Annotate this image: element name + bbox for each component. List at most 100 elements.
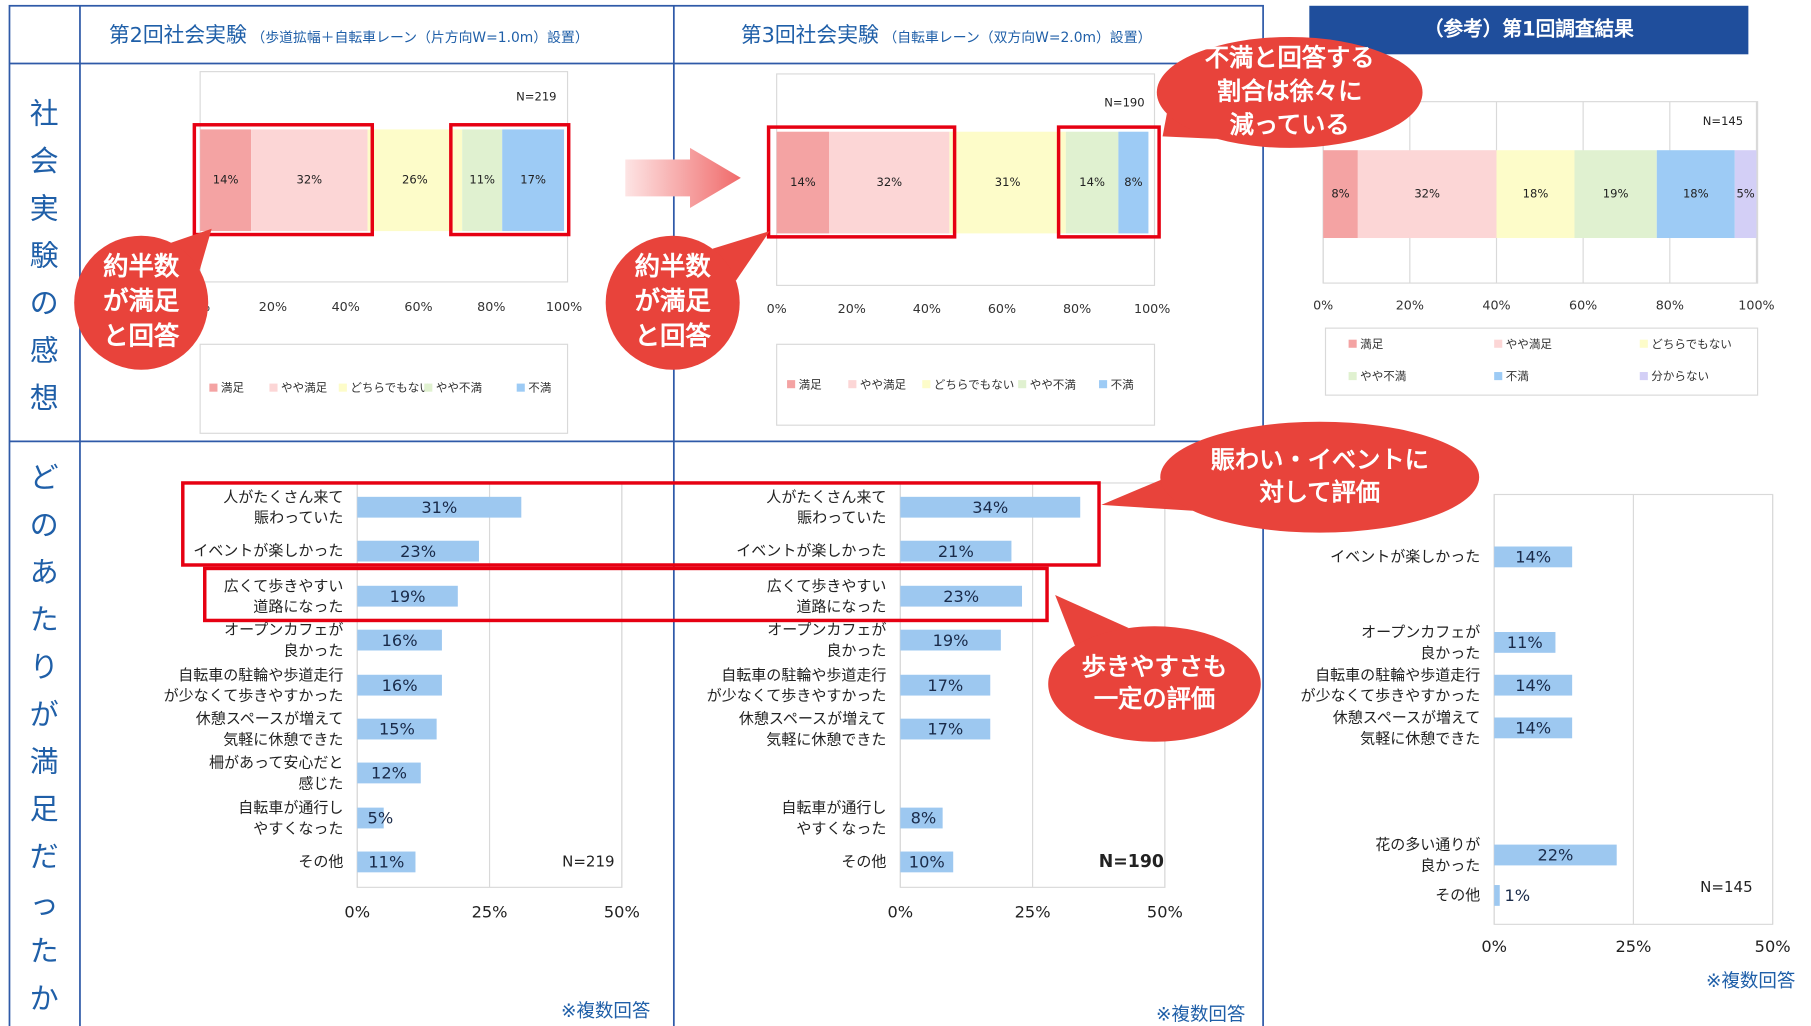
value-label: 31% [995, 175, 1021, 189]
value-label: 10% [909, 853, 945, 872]
value-label: 21% [938, 542, 974, 561]
legend-label: やや満足 [860, 377, 907, 391]
value-label: 31% [421, 498, 457, 517]
legend-box [199, 343, 569, 434]
legend-label: やや不満 [1030, 377, 1077, 391]
reference-title: （参考）第1回調査結果 [1424, 18, 1634, 41]
bar-segment [949, 131, 1066, 234]
column-title: 第3回社会実験 [741, 23, 879, 47]
bar [357, 674, 442, 696]
highlight-box [766, 125, 957, 239]
value-label: 5% [1736, 187, 1754, 201]
bar [357, 585, 458, 607]
bar-segment [251, 129, 368, 232]
x-tick-label: 60% [404, 299, 432, 314]
value-label: 14% [1515, 548, 1551, 567]
legend-swatch [424, 383, 433, 392]
legend-label: 不満 [1111, 377, 1135, 391]
category-label: 休憩スペースが増えて気軽に休憩できた [739, 709, 887, 748]
legend-swatch [1099, 380, 1108, 389]
value-label: 18% [1683, 187, 1709, 201]
value-label: 17% [927, 676, 963, 695]
value-label: 32% [296, 173, 322, 187]
x-tick-label: 80% [1063, 301, 1091, 316]
bar [900, 629, 1001, 651]
bar [357, 807, 384, 829]
annotation: N=145 [1700, 878, 1752, 896]
annotation: N=219 [516, 90, 556, 104]
value-label: 8% [911, 809, 937, 828]
bar [1494, 717, 1573, 739]
column-subtitle: （歩道拡幅＋自転車レーン（片方向W=1.0m）設置） [251, 29, 588, 46]
legend-label: やや満足 [1506, 337, 1553, 351]
bar-segment [1734, 150, 1757, 239]
legend-swatch [1639, 339, 1648, 348]
category-label: 自転車の駐輪や歩道走行が少なくて歩きやすかった [164, 665, 344, 704]
x-tick-label: 20% [259, 299, 287, 314]
callout-text: 不満と回答する割合は徐々に減っている [1205, 43, 1375, 139]
highlight-box [203, 566, 1049, 623]
value-label: 14% [213, 173, 239, 187]
highlight-box [1056, 125, 1161, 239]
legend-swatch [269, 383, 278, 392]
bar [900, 585, 1023, 607]
category-label: オープンカフェが良かった [767, 620, 886, 659]
x-tick-label: 0% [1481, 937, 1507, 956]
value-label: 17% [927, 720, 963, 739]
x-tick-label: 0% [767, 301, 787, 316]
category-label: 広くて歩きやすい道路になった [224, 576, 344, 615]
highlight-box [181, 481, 1101, 567]
category-label: 人がたくさん来て賑わっていた [223, 487, 343, 526]
reference-header-box [1309, 5, 1749, 55]
bar-segment [502, 129, 565, 232]
annotation: N=219 [562, 852, 614, 870]
legend-label: どちらでもない [934, 377, 1014, 391]
column-title: 第2回社会実験 [109, 23, 247, 47]
legend-swatch [516, 383, 525, 392]
category-label: 自転車の駐輪や歩道走行が少なくて歩きやすかった [707, 665, 887, 704]
bar [357, 629, 442, 651]
value-label: 5% [368, 809, 394, 828]
callout-bubble [1156, 36, 1423, 148]
legend-label: 分からない [1651, 369, 1709, 383]
callout-bubble [1160, 421, 1480, 533]
category-label: オープンカフェが良かった [224, 620, 343, 659]
legend-swatch [1639, 372, 1648, 381]
callout-text: 賑わい・イベントに対して評価 [1211, 445, 1429, 506]
legend-label: どちらでもない [350, 381, 430, 395]
legend-swatch [338, 383, 347, 392]
bar-segment [1065, 131, 1119, 234]
legend-label: 満足 [1360, 337, 1384, 351]
x-tick-label: 100% [1738, 298, 1774, 313]
bar-segment [829, 131, 950, 234]
category-label: その他 [1435, 886, 1480, 904]
bar-segment [1656, 150, 1735, 239]
bar [357, 718, 437, 740]
bar-segment [1323, 150, 1358, 239]
x-tick-label: 0% [887, 902, 913, 921]
annotation: N=145 [1703, 114, 1743, 128]
legend-swatch [1494, 372, 1503, 381]
category-label: イベントが楽しかった [1330, 547, 1480, 565]
legend-box [1324, 327, 1759, 396]
legend-swatch [1018, 380, 1027, 389]
legend-swatch [787, 380, 796, 389]
row-label: どのあたりが満足だったか [30, 460, 59, 1015]
note: ※複数回答 [1156, 1005, 1245, 1026]
callout-tail [1101, 479, 1193, 511]
x-tick-label: 25% [1015, 902, 1051, 921]
callout-text: 約半数が満足と回答 [635, 251, 712, 350]
x-tick-label: 50% [1147, 902, 1183, 921]
category-label: その他 [841, 852, 886, 870]
category-label: 自転車の駐輪や歩道走行が少なくて歩きやすかった [1301, 665, 1481, 704]
legend-swatch [922, 380, 931, 389]
value-label: 11% [1507, 633, 1543, 652]
value-label: 19% [1603, 187, 1629, 201]
callout-tail [171, 228, 212, 271]
value-label: 8% [1124, 175, 1142, 189]
callout-text: 歩きやすさも一定の評価 [1082, 652, 1228, 713]
x-tick-label: 40% [332, 299, 360, 314]
category-label: 柵があって安心だと感じた [209, 753, 343, 792]
callout-bubble [605, 235, 740, 370]
